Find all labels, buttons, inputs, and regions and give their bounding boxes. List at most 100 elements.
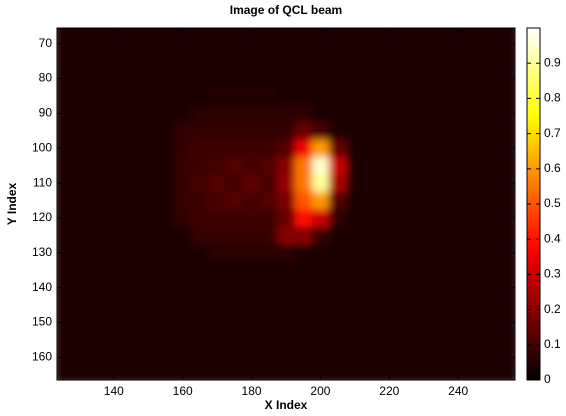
heatmap-cell [415, 87, 433, 106]
heatmap-cell [380, 244, 399, 263]
heatmap-cell [311, 296, 330, 315]
heatmap-cell [156, 69, 175, 88]
heatmap-cell [87, 313, 106, 332]
heatmap-cell [329, 331, 347, 350]
heatmap-cell [397, 366, 416, 380]
heatmap-cell [501, 313, 515, 332]
y-tick-label: 150 [32, 315, 52, 329]
heatmap-cell [449, 174, 468, 193]
heatmap-cell [397, 191, 416, 210]
heatmap-cell [225, 348, 244, 367]
heatmap-cell [191, 156, 210, 175]
heatmap-cell [57, 226, 72, 245]
heatmap-cell [432, 226, 451, 245]
heatmap-cell [363, 87, 382, 106]
heatmap-cell [87, 366, 106, 380]
heatmap-cell [122, 69, 141, 88]
heatmap-cell [501, 296, 515, 315]
heatmap-cell [87, 87, 106, 106]
heatmap-cell [397, 104, 416, 123]
heatmap-cell [208, 209, 227, 228]
heatmap-cell [432, 261, 451, 280]
heatmap-cell [242, 348, 261, 367]
colorbar-tick-label: 0.2 [544, 302, 561, 316]
heatmap-cell [415, 191, 433, 210]
heatmap-cell [346, 209, 365, 228]
heatmap-cell [311, 156, 330, 175]
heatmap-cell [484, 28, 502, 36]
heatmap-cell [260, 331, 278, 350]
heatmap-cell [122, 278, 141, 297]
heatmap-cell [105, 348, 124, 367]
heatmap-cell [57, 87, 72, 106]
heatmap-cell [466, 209, 485, 228]
heatmap-cell [466, 296, 485, 315]
heatmap-cell [260, 366, 278, 380]
heatmap-cell [380, 52, 399, 71]
heatmap-cell [346, 139, 365, 158]
heatmap-cell [139, 313, 158, 332]
heatmap-cell [432, 174, 451, 193]
heatmap-cell [57, 366, 72, 380]
heatmap-cell [122, 226, 141, 245]
heatmap-cell [208, 331, 227, 350]
heatmap-cell [329, 34, 347, 53]
x-tick-label: 240 [448, 384, 468, 398]
heatmap-cell [105, 209, 124, 228]
heatmap-cell [208, 139, 227, 158]
heatmap-cell [156, 122, 175, 141]
heatmap-cell [363, 139, 382, 158]
heatmap-cell [242, 122, 261, 141]
heatmap-cell [208, 261, 227, 280]
heatmap-cell [466, 28, 485, 36]
heatmap-cell [363, 52, 382, 71]
heatmap-cell [484, 52, 502, 71]
heatmap-cell [380, 209, 399, 228]
heatmap-cell [70, 348, 89, 367]
heatmap-cell [122, 34, 141, 53]
heatmap-cell [329, 87, 347, 106]
heatmap-cell [70, 104, 89, 123]
heatmap-cell [380, 278, 399, 297]
heatmap-cell [466, 261, 485, 280]
heatmap-cell [242, 366, 261, 380]
heatmap-cell [380, 331, 399, 350]
heatmap-cell [87, 261, 106, 280]
heatmap-cell [260, 52, 278, 71]
heatmap-cell [174, 261, 192, 280]
heatmap-cell [346, 331, 365, 350]
heatmap-cell [225, 52, 244, 71]
y-tick-label: 130 [32, 245, 52, 259]
heatmap-cell [105, 278, 124, 297]
heatmap-cell [242, 226, 261, 245]
heatmap-cell [466, 156, 485, 175]
heatmap-cell [397, 174, 416, 193]
heatmap-cell [208, 122, 227, 141]
heatmap-cell [346, 366, 365, 380]
heatmap-cell [174, 331, 192, 350]
heatmap-cell [122, 296, 141, 315]
heatmap-cell [57, 209, 72, 228]
heatmap-cell [346, 278, 365, 297]
heatmap-cell [311, 209, 330, 228]
heatmap-cell [501, 87, 515, 106]
heatmap-cell [139, 28, 158, 36]
heatmap-cell [277, 366, 296, 380]
heatmap-cell [415, 52, 433, 71]
heatmap-cell [346, 261, 365, 280]
heatmap-cell [363, 366, 382, 380]
heatmap-cell [105, 87, 124, 106]
heatmap-cell [225, 122, 244, 141]
heatmap-cell [380, 104, 399, 123]
heatmap-cell [363, 244, 382, 263]
heatmap-cell [225, 174, 244, 193]
heatmap-cell [208, 52, 227, 71]
heatmap-cell [225, 278, 244, 297]
heatmap-cell [260, 191, 278, 210]
heatmap-cell [242, 296, 261, 315]
heatmap-cell [122, 313, 141, 332]
heatmap-cell [311, 191, 330, 210]
heatmap-cell [70, 331, 89, 350]
heatmap-cell [174, 313, 192, 332]
heatmap-cell [105, 226, 124, 245]
